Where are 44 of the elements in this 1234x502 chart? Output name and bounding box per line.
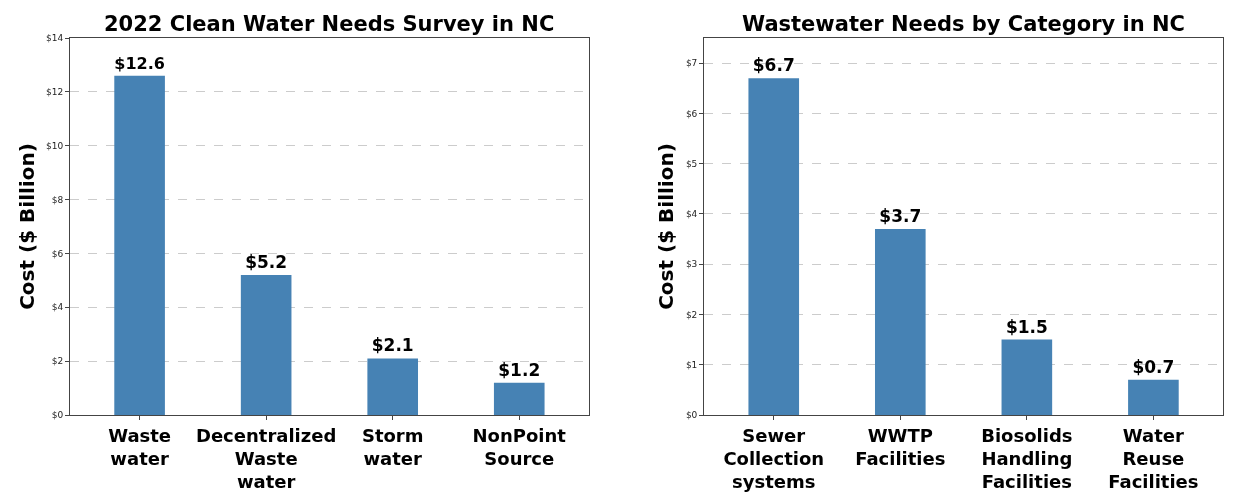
bar: [114, 75, 165, 415]
y-tick-label: $2: [51, 356, 64, 367]
x-tick-label: Decentralized Waste water: [195, 424, 337, 493]
data-label: $1.2: [498, 359, 541, 380]
y-tick-label: $10: [46, 140, 64, 151]
y-tick-label: $12: [46, 87, 64, 98]
x-tick-label: Waste water: [108, 424, 172, 469]
y-tick-label: $6: [51, 248, 64, 259]
data-label: $12.6: [114, 53, 165, 73]
y-tick-label: $2: [685, 309, 698, 320]
y-axis-title: Cost ($ Billion): [14, 143, 39, 310]
x-tick-label: NonPoint Source: [472, 424, 567, 469]
bar: [1001, 339, 1053, 415]
y-tick-label: $8: [51, 194, 64, 205]
y-tick-label: $0: [685, 410, 698, 421]
bar: [748, 78, 800, 415]
chart-title: 2022 Clean Water Needs Survey in NC: [104, 12, 555, 36]
y-tick-label: $5: [685, 158, 698, 169]
data-label: $1.5: [1005, 316, 1048, 337]
x-tick-label: Sewer Collection systems: [723, 424, 825, 493]
bar: [1128, 379, 1179, 415]
data-label: $6.7: [752, 55, 795, 76]
data-label: $2.1: [371, 335, 414, 356]
y-tick-label: $1: [685, 359, 698, 370]
x-tick-label: Storm water: [361, 424, 424, 469]
y-tick-label: $14: [46, 33, 64, 44]
y-axis-title: Cost ($ Billion): [654, 143, 679, 310]
y-tick-label: $3: [685, 259, 698, 270]
bar: [367, 358, 419, 415]
data-label: $3.7: [879, 206, 922, 227]
y-tick-label: $7: [685, 58, 698, 69]
x-tick-label: Water Reuse Facilities: [1108, 424, 1199, 493]
y-tick-label: $6: [685, 108, 698, 119]
x-tick-label: Biosolids Handling Facilities: [981, 424, 1073, 493]
y-tick-label: $4: [51, 302, 64, 313]
y-tick-label: $0: [51, 410, 64, 421]
bar: [493, 382, 545, 415]
y-tick-label: $4: [685, 209, 698, 220]
x-tick-label: WWTP Facilities: [855, 424, 946, 469]
data-label: $5.2: [245, 251, 288, 272]
chart-title: Wastewater Needs by Category in NC: [742, 12, 1185, 36]
bar: [874, 229, 926, 415]
bar: [240, 274, 292, 415]
data-label: $0.7: [1132, 356, 1175, 377]
